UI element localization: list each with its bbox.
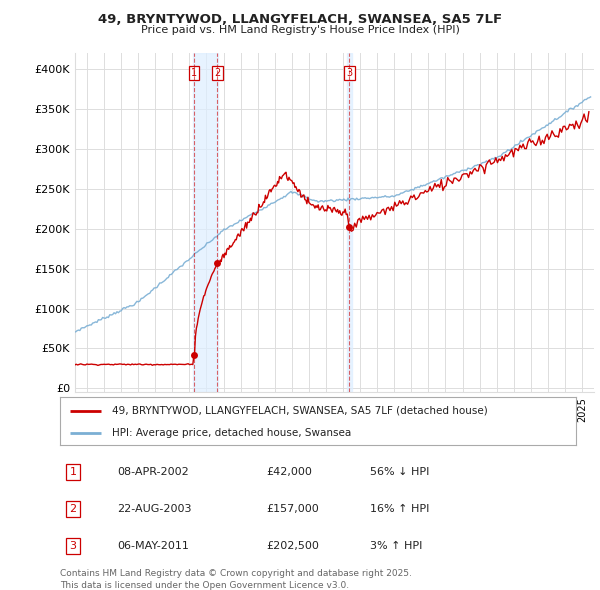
Text: 3: 3 — [70, 540, 76, 550]
Text: 2: 2 — [214, 68, 221, 78]
Text: 08-APR-2002: 08-APR-2002 — [117, 467, 188, 477]
Text: £157,000: £157,000 — [266, 504, 319, 514]
Text: £202,500: £202,500 — [266, 540, 319, 550]
Text: 49, BRYNTYWOD, LLANGYFELACH, SWANSEA, SA5 7LF: 49, BRYNTYWOD, LLANGYFELACH, SWANSEA, SA… — [98, 13, 502, 26]
Text: HPI: Average price, detached house, Swansea: HPI: Average price, detached house, Swan… — [112, 428, 351, 438]
Text: 1: 1 — [191, 68, 197, 78]
Text: 3% ↑ HPI: 3% ↑ HPI — [370, 540, 422, 550]
Text: 49, BRYNTYWOD, LLANGYFELACH, SWANSEA, SA5 7LF (detached house): 49, BRYNTYWOD, LLANGYFELACH, SWANSEA, SA… — [112, 405, 487, 415]
Text: 16% ↑ HPI: 16% ↑ HPI — [370, 504, 429, 514]
Text: 1: 1 — [70, 467, 76, 477]
Text: Price paid vs. HM Land Registry's House Price Index (HPI): Price paid vs. HM Land Registry's House … — [140, 25, 460, 35]
Text: Contains HM Land Registry data © Crown copyright and database right 2025.
This d: Contains HM Land Registry data © Crown c… — [60, 569, 412, 590]
Text: 06-MAY-2011: 06-MAY-2011 — [117, 540, 188, 550]
Text: £42,000: £42,000 — [266, 467, 312, 477]
Text: 22-AUG-2003: 22-AUG-2003 — [117, 504, 191, 514]
Bar — [193, 53, 218, 392]
Text: 3: 3 — [346, 68, 352, 78]
Bar — [347, 53, 352, 392]
Text: 56% ↓ HPI: 56% ↓ HPI — [370, 467, 429, 477]
Text: 2: 2 — [70, 504, 76, 514]
